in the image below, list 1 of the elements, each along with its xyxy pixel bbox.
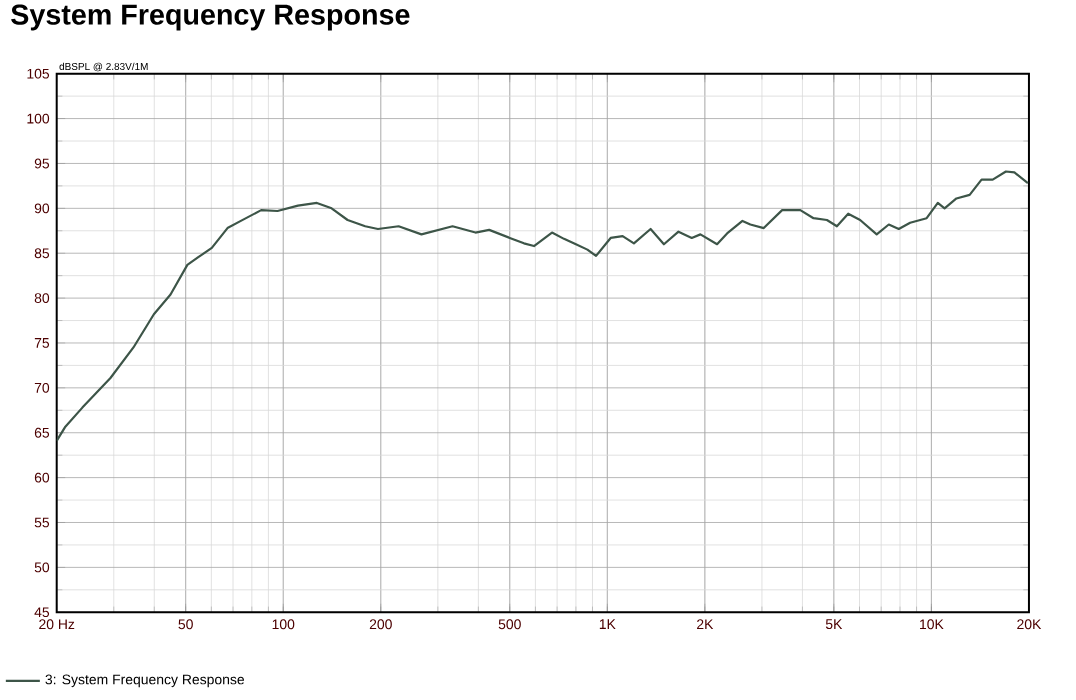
chart-title: System Frequency Response (11, 4, 410, 31)
